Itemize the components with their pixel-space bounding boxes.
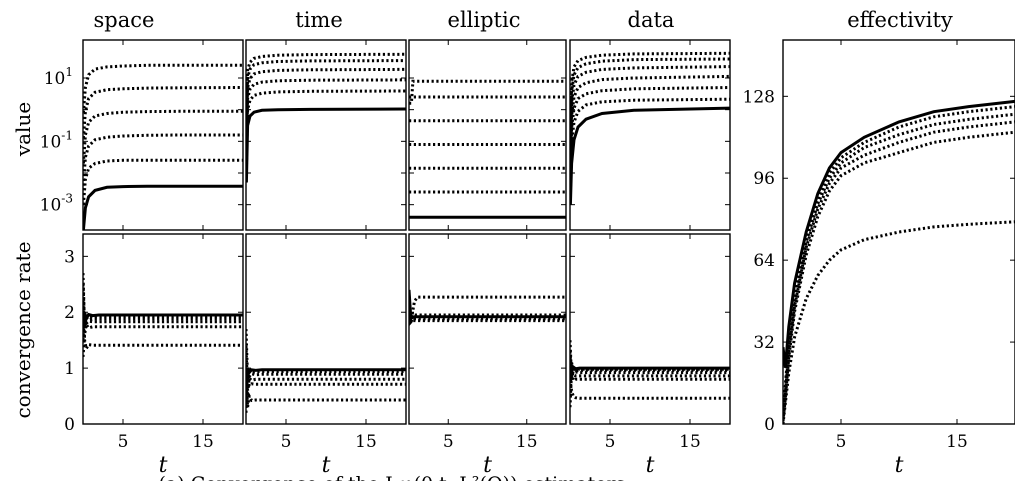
series-line-2 xyxy=(783,112,1015,417)
series-group xyxy=(783,99,1015,424)
plot-frame xyxy=(245,39,407,231)
series-group xyxy=(409,289,566,326)
plot-frame xyxy=(782,39,1015,425)
series-line-1 xyxy=(246,89,406,170)
series-line-0 xyxy=(570,106,730,205)
y-tick-label: 10-1 xyxy=(40,128,73,152)
x-axis-label: t xyxy=(483,453,492,478)
x-tick-label: 5 xyxy=(118,432,129,452)
panel-title: data xyxy=(628,8,675,32)
series-line-6 xyxy=(409,79,566,105)
series-line-1 xyxy=(246,328,406,380)
panel-title: elliptic xyxy=(448,8,521,32)
series-group xyxy=(246,328,406,413)
series-line-4 xyxy=(246,59,406,132)
panel-6: 5 15 t xyxy=(408,233,567,478)
x-axis-label: t xyxy=(322,453,331,478)
series-line-5 xyxy=(783,220,1015,424)
series-group xyxy=(83,63,243,230)
series-line-0 xyxy=(83,184,243,230)
x-axis-label: t xyxy=(895,453,904,478)
y-tick-label: 3 xyxy=(64,247,75,267)
series-line-3 xyxy=(783,120,1015,420)
plot-frame xyxy=(82,233,244,425)
series-line-5 xyxy=(83,63,243,113)
series-line-4 xyxy=(83,320,243,358)
plot-frame xyxy=(408,233,567,425)
series-line-1 xyxy=(83,284,243,324)
series-line-2 xyxy=(246,78,406,158)
figure-caption: (a) Convergence of the L∞(0,t; L²(Ω)) es… xyxy=(159,473,626,481)
x-tick-label: 5 xyxy=(281,432,292,452)
series-line-2 xyxy=(570,86,730,180)
y-tick-label: 32 xyxy=(753,333,775,353)
x-tick-label: 5 xyxy=(605,432,616,452)
series-line-6 xyxy=(570,379,730,400)
y-tick-label: 10-3 xyxy=(40,192,73,216)
x-axis-label: t xyxy=(646,453,655,478)
series-group xyxy=(570,51,730,205)
series-line-5 xyxy=(246,373,406,408)
panel-title: effectivity xyxy=(847,8,953,32)
x-tick-label: 15 xyxy=(355,432,377,452)
series-line-3 xyxy=(246,67,406,145)
row-label-convergence-rate: convergence rate xyxy=(11,241,35,418)
x-tick-label: 15 xyxy=(946,432,968,452)
series-line-0 xyxy=(246,107,406,183)
x-tick-label: 15 xyxy=(192,432,214,452)
panel-2: elliptic xyxy=(408,8,567,231)
series-group xyxy=(83,273,243,358)
series-line-3 xyxy=(83,314,243,341)
series-line-3 xyxy=(83,109,243,164)
series-line-4 xyxy=(570,65,730,155)
series-line-2 xyxy=(246,367,406,413)
plot-frame xyxy=(82,39,244,231)
plot-frame xyxy=(408,39,567,231)
series-line-2 xyxy=(409,300,566,324)
panel-0: 10-3 10-1 101 space xyxy=(40,8,244,231)
series-line-5 xyxy=(570,57,730,142)
x-tick-label: 15 xyxy=(516,432,538,452)
x-tick-label: 15 xyxy=(679,432,701,452)
series-line-5 xyxy=(570,370,730,408)
series-line-4 xyxy=(409,295,566,322)
series-line-1 xyxy=(409,295,566,321)
panel-title: space xyxy=(94,8,155,32)
series-line-1 xyxy=(570,97,730,193)
x-tick-label: 5 xyxy=(836,432,847,452)
y-tick-label: 2 xyxy=(64,303,75,323)
panel-5: 5 15 t xyxy=(245,233,407,478)
series-line-1 xyxy=(83,158,243,205)
y-tick-label: 0 xyxy=(64,415,75,435)
panel-group: 10-3 10-1 101 space time elliptic data 5 15 0 1 2 3 t… xyxy=(40,8,1015,478)
y-tick-label: 64 xyxy=(753,251,775,271)
panel-1: time xyxy=(245,8,407,231)
panel-title: time xyxy=(295,8,343,32)
series-group xyxy=(570,340,730,408)
x-tick-label: 5 xyxy=(443,432,454,452)
plot-frame xyxy=(569,233,731,425)
series-group xyxy=(409,79,566,219)
row-label-value: value xyxy=(11,102,35,157)
panel-8: 5 15 0 32 64 96 128 effectivity t xyxy=(743,8,1015,478)
series-group xyxy=(246,52,406,183)
series-line-0 xyxy=(783,99,1015,368)
y-tick-label: 0 xyxy=(764,415,775,435)
panel-4: 5 15 0 1 2 3 t xyxy=(64,233,244,478)
series-line-4 xyxy=(246,373,406,402)
plot-frame xyxy=(245,233,407,425)
series-line-4 xyxy=(783,130,1015,422)
plot-frame xyxy=(569,39,731,231)
x-axis-label: t xyxy=(159,453,168,478)
y-tick-label: 101 xyxy=(44,65,73,89)
panel-3: data xyxy=(569,8,731,231)
series-line-5 xyxy=(83,301,243,353)
y-tick-label: 128 xyxy=(743,87,775,107)
y-tick-label: 1 xyxy=(64,359,75,379)
panel-7: 5 15 t xyxy=(569,233,731,478)
y-tick-label: 96 xyxy=(753,169,775,189)
series-line-6 xyxy=(570,51,730,129)
